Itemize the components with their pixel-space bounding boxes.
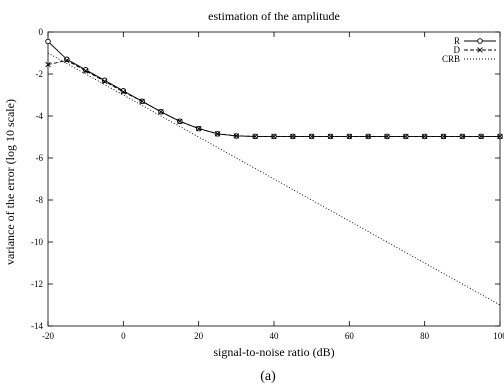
series-r-point (45, 38, 51, 45)
legend-marker-d (477, 47, 483, 53)
y-tick-label: -12 (31, 279, 43, 289)
series-r-line (47, 41, 500, 137)
series-crb-line (47, 52, 501, 306)
y-tick-label: -14 (31, 321, 43, 331)
series-d-point (233, 133, 240, 139)
series-crb (47, 52, 501, 306)
y-tick-label: -6 (36, 153, 44, 163)
series-d (45, 57, 503, 140)
x-tick-label: 100 (493, 331, 504, 341)
y-axis-label: variance of the error (log 10 scale) (3, 99, 17, 265)
series-d-point (440, 133, 447, 140)
y-tick-label: 0 (39, 27, 44, 37)
series-d-point (384, 133, 390, 140)
chart-title: estimation of the amplitude (208, 9, 340, 23)
x-tick-label: 60 (345, 331, 355, 341)
series-d-point (459, 133, 466, 140)
series-d-point (290, 133, 296, 140)
series-d-point (327, 133, 334, 140)
series-d-point (403, 133, 409, 140)
legend-label-crb: CRB (442, 54, 460, 64)
legend-label-r: R (454, 36, 460, 46)
y-tick-label: -8 (36, 195, 44, 205)
series-d-point (346, 133, 353, 140)
axis-ticks: -20 0 20 40 60 80 100 0 -2 -4 -6 -8 -10 -12 -14 (31, 27, 504, 341)
series-d-point (308, 133, 315, 140)
x-axis-label: signal-to-noise ratio (dB) (213, 345, 334, 359)
series-d-line (47, 59, 500, 137)
series-d-point (497, 133, 503, 140)
figure-caption: (a) (260, 369, 276, 384)
y-tick-label: -10 (31, 237, 43, 247)
x-tick-label: 40 (270, 331, 280, 341)
series-d-point (252, 133, 258, 140)
x-tick-label: 0 (121, 331, 126, 341)
series-r (45, 38, 503, 140)
series-d-point (177, 118, 183, 124)
series-d-point (64, 57, 70, 64)
series-d-point (365, 133, 371, 140)
legend-label-d: D (454, 45, 461, 55)
series-d-point (120, 89, 127, 95)
x-tick-label: 20 (194, 331, 204, 341)
series-d-point (139, 98, 145, 105)
series-d-point (82, 68, 89, 74)
series-d-point (45, 61, 51, 68)
series-d-point (195, 125, 202, 132)
x-tick-label: -20 (42, 331, 54, 341)
series-d-point (158, 109, 164, 115)
y-tick-label: -2 (36, 69, 44, 79)
legend-marker-r (477, 38, 483, 44)
series-d-point (271, 133, 277, 140)
y-tick-label: -4 (36, 111, 44, 121)
series-d-point (101, 78, 108, 85)
series-d-point (478, 133, 484, 140)
series-d-point (421, 133, 428, 140)
series-layer (45, 38, 503, 306)
x-tick-label: 80 (420, 331, 430, 341)
series-d-point (214, 131, 221, 137)
